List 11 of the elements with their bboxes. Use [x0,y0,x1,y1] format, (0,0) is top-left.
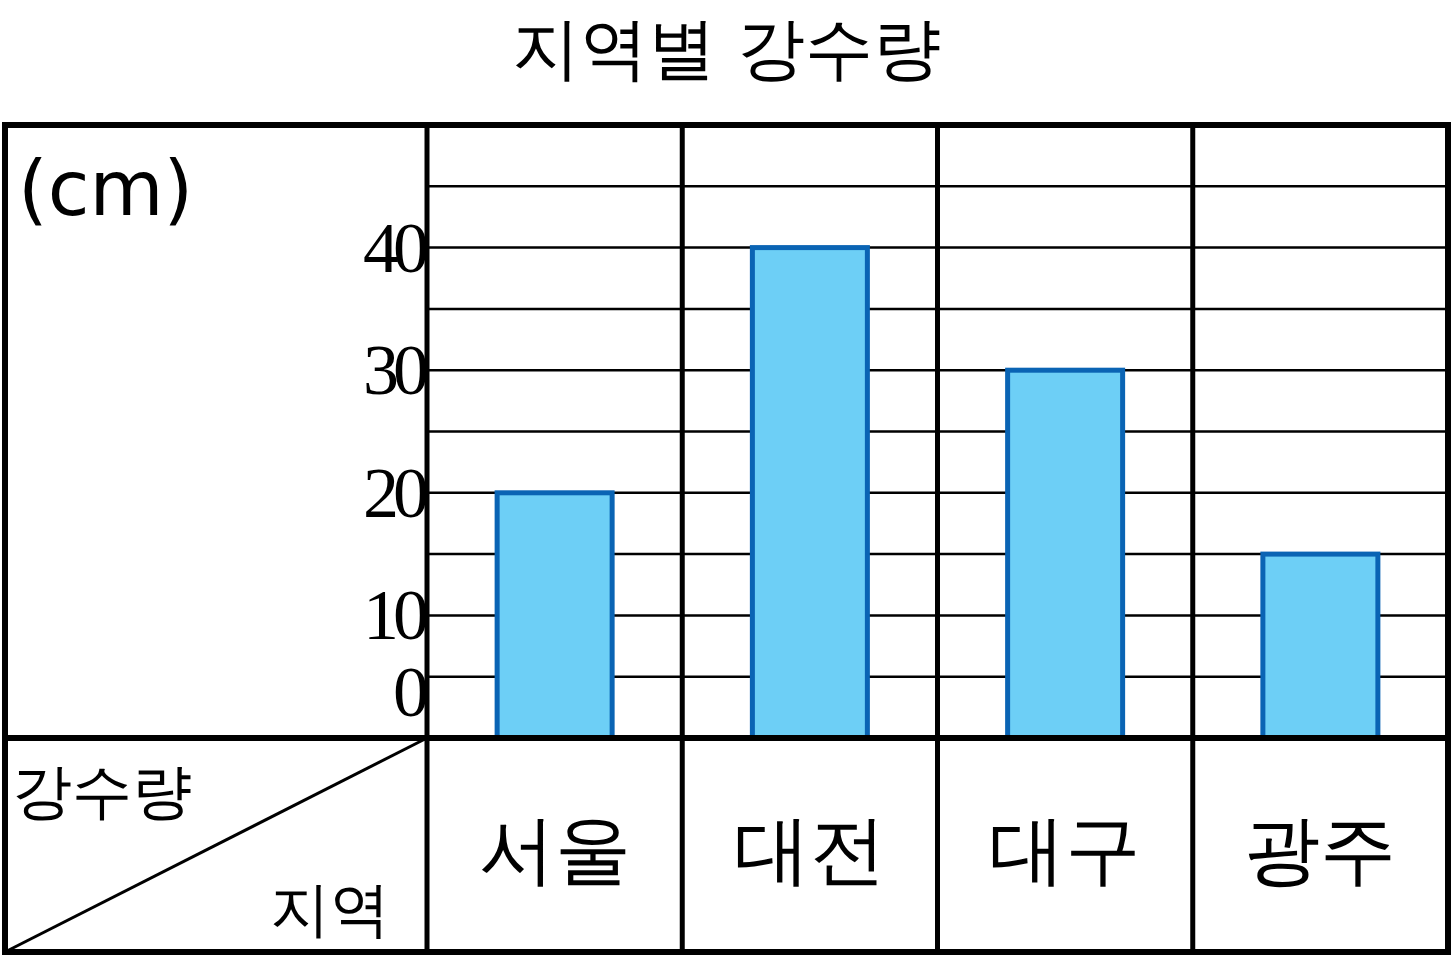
x-tick-label: 광주 [1244,804,1397,894]
y-axis-title: 강수량 [12,756,192,826]
text: (cm) [18,144,194,233]
x-axis-title: 지역 [270,874,390,944]
y-tick-label: 30 [363,330,427,411]
x-tick-label: 대구 [989,804,1142,894]
y-tick-label: 20 [363,452,427,533]
y-tick-label: 40 [363,207,427,288]
x-tick-label: 서울 [478,804,631,894]
x-tick-label: 대전 [733,804,886,894]
chart-title: 지역별 강수량 [511,9,942,88]
